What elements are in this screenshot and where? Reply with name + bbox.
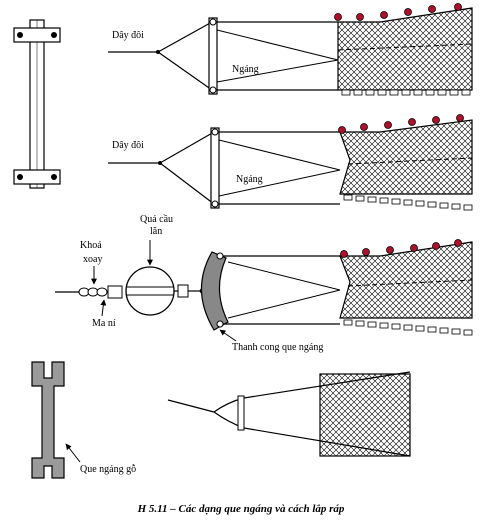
label-ngang-1: Ngáng: [232, 64, 259, 75]
label-day-doi-1: Dây đôi: [112, 30, 144, 41]
label-thanh-cong: Thanh cong que ngáng: [232, 342, 323, 353]
assembly-diagram-1: [108, 3, 473, 96]
label-khoa-xoay-1: Khoá: [80, 240, 102, 251]
assembly-diagram-3: [55, 239, 473, 336]
assembly-diagram-4: [167, 371, 411, 457]
assembly-diagram-2: [108, 114, 473, 211]
label-ma-ni: Ma ní: [92, 318, 116, 329]
float-row: [334, 3, 462, 21]
spreader-pole-front-view: [13, 19, 61, 189]
float-row: [338, 114, 464, 134]
label-ngang-2: Ngáng: [236, 174, 263, 185]
wooden-spreader: [31, 361, 65, 479]
label-que-ngang-go: Que ngáng gỗ: [80, 464, 136, 475]
float-row: [340, 239, 462, 258]
sinker-row: [341, 89, 471, 96]
sinker-row: [343, 319, 473, 336]
figure-caption: H 5.11 – Các dạng que ngáng và cách lắp …: [137, 503, 345, 515]
label-qua-cau-1: Quả cầu: [140, 214, 173, 225]
label-qua-cau-2: lăn: [150, 226, 162, 237]
label-khoa-xoay-2: xoay: [83, 254, 102, 265]
label-day-doi-2: Dây đôi: [112, 140, 144, 151]
sinker-row: [343, 194, 473, 211]
